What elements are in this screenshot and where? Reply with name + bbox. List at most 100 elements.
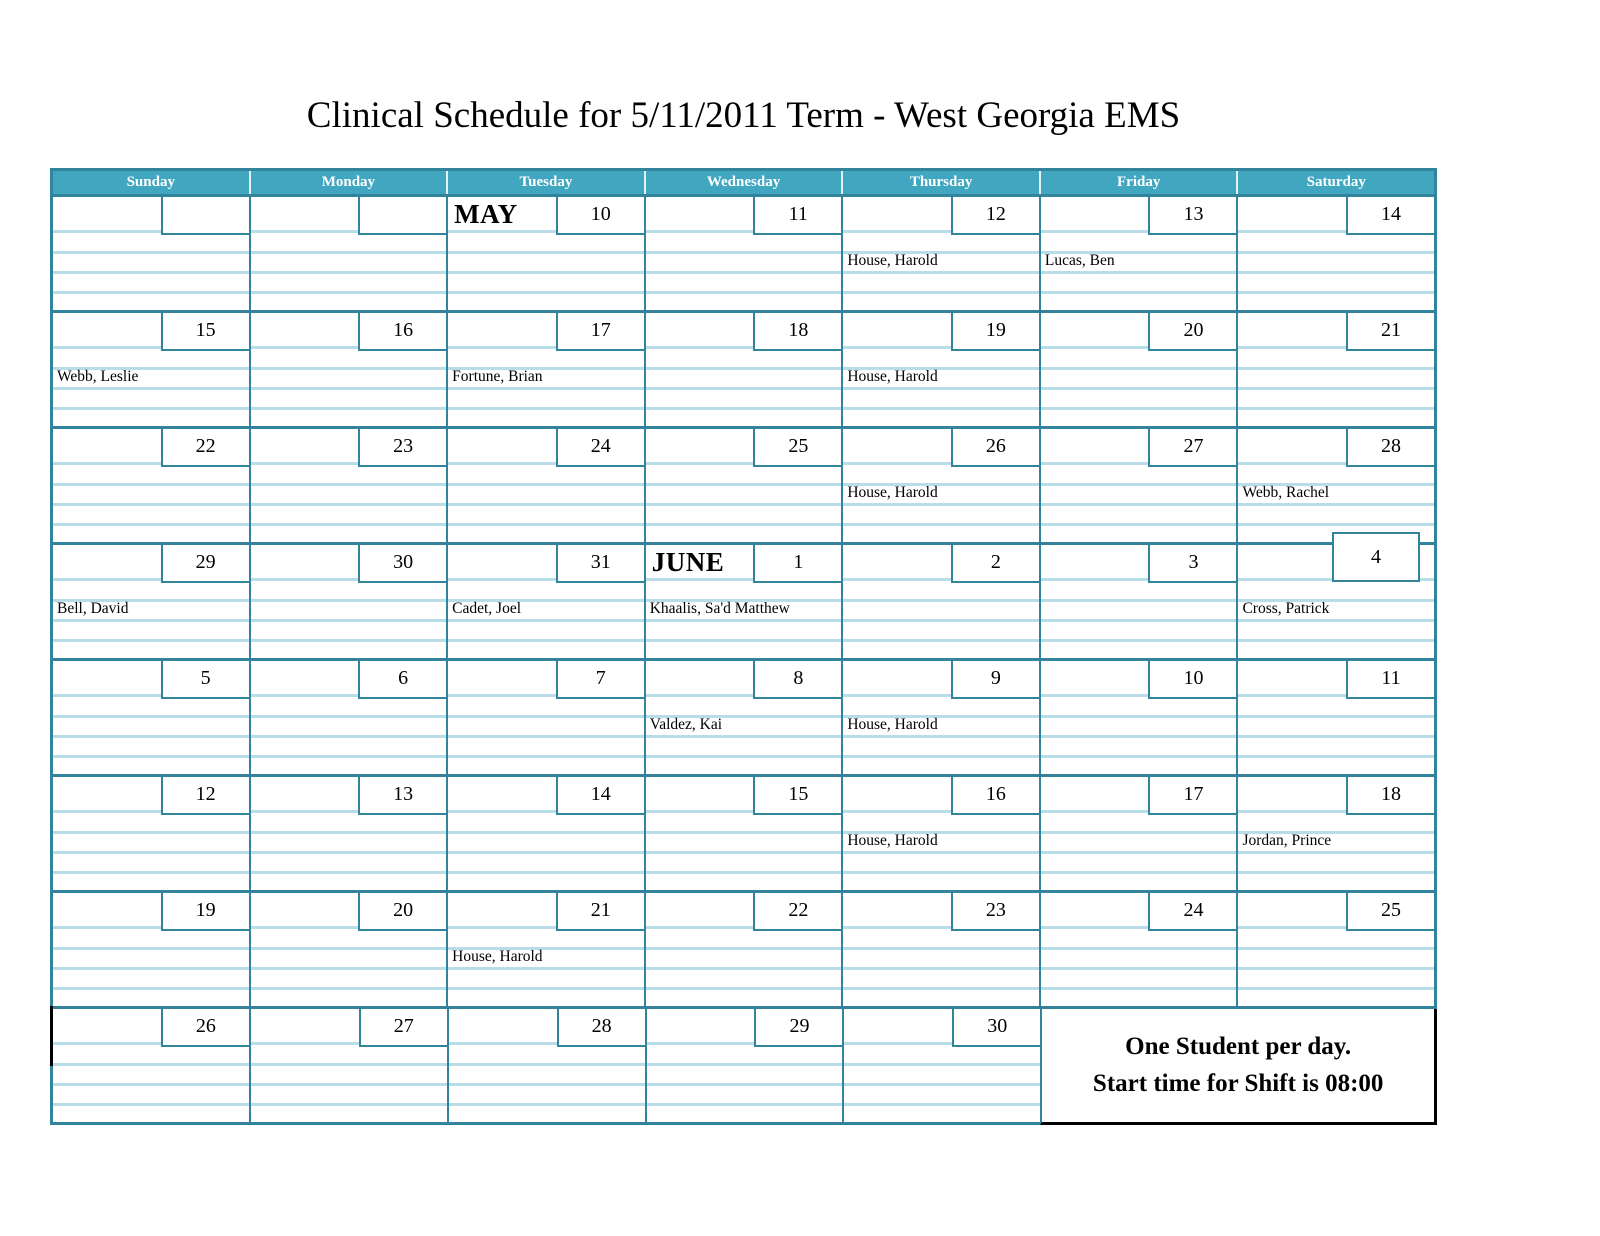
day-number: 17 bbox=[1183, 783, 1204, 805]
ruled-line bbox=[250, 599, 447, 602]
ruled-line bbox=[844, 1083, 1041, 1086]
day-cell: 18 Jordan, Prince bbox=[1236, 777, 1437, 890]
day-header-row: Sunday Monday Tuesday Wednesday Thursday Frid… bbox=[53, 171, 1434, 194]
ruled-line bbox=[646, 1042, 843, 1045]
ruled-line bbox=[1238, 715, 1435, 718]
ruled-line bbox=[1040, 987, 1237, 990]
day-number-box: 15 bbox=[160, 313, 251, 351]
student-name: Webb, Rachel bbox=[1242, 484, 1330, 501]
day-cell: 26 bbox=[53, 1009, 251, 1122]
day-header-monday: Monday bbox=[248, 171, 447, 194]
ruled-line bbox=[1238, 987, 1435, 990]
day-number-box: 22 bbox=[753, 893, 844, 931]
day-number-box: 12 bbox=[160, 777, 251, 815]
day-number: 1 bbox=[793, 551, 804, 573]
ruled-line bbox=[843, 639, 1039, 642]
day-cell: 3 bbox=[1038, 545, 1239, 658]
day-number: 3 bbox=[1188, 551, 1199, 573]
ruled-line bbox=[448, 291, 644, 294]
ruled-line bbox=[53, 1042, 249, 1045]
ruled-line bbox=[1040, 387, 1237, 390]
day-cell: 12 House, Harold bbox=[841, 197, 1041, 310]
ruled-line bbox=[53, 947, 249, 950]
ruled-line bbox=[843, 523, 1039, 526]
ruled-line bbox=[448, 387, 644, 390]
ruled-line bbox=[843, 810, 1039, 813]
day-cell bbox=[53, 197, 251, 310]
day-number: 5 bbox=[200, 667, 211, 689]
ruled-line bbox=[843, 367, 1039, 370]
ruled-line bbox=[645, 387, 842, 390]
day-cell: 25 bbox=[1236, 893, 1437, 1006]
ruled-line bbox=[1238, 871, 1435, 874]
ruled-line bbox=[53, 987, 249, 990]
ruled-line bbox=[1040, 871, 1237, 874]
day-number: 24 bbox=[1183, 899, 1204, 921]
week-row: 15 Webb, Leslie 16 17 Fortune, Brian 18 19 Hous… bbox=[53, 310, 1437, 426]
day-number: 29 bbox=[195, 551, 216, 573]
ruled-line bbox=[843, 291, 1039, 294]
ruled-line bbox=[843, 387, 1039, 390]
day-number: 26 bbox=[985, 435, 1006, 457]
ruled-line bbox=[645, 599, 842, 602]
day-number-box: 28 bbox=[556, 1009, 647, 1047]
day-cell: 17 Fortune, Brian bbox=[446, 313, 646, 426]
ruled-line bbox=[448, 715, 644, 718]
ruled-line bbox=[1238, 755, 1435, 758]
day-cell: 14 bbox=[1236, 197, 1437, 310]
ruled-line bbox=[843, 755, 1039, 758]
ruled-line bbox=[1238, 230, 1435, 233]
day-number: 18 bbox=[1381, 783, 1402, 805]
ruled-line bbox=[1238, 503, 1435, 506]
day-number: 23 bbox=[985, 899, 1006, 921]
ruled-line bbox=[1238, 271, 1435, 274]
ruled-line bbox=[645, 407, 842, 410]
day-cell: 27 bbox=[248, 1009, 449, 1122]
ruled-line bbox=[250, 1042, 447, 1045]
ruled-line bbox=[1238, 483, 1435, 486]
ruled-line bbox=[1040, 367, 1237, 370]
ruled-line bbox=[250, 387, 447, 390]
day-number-box: 10 bbox=[1148, 661, 1239, 699]
ruled-line bbox=[448, 735, 644, 738]
day-number-box: 8 bbox=[753, 661, 844, 699]
day-cell: 8 Valdez, Kai bbox=[643, 661, 844, 774]
ruled-line bbox=[843, 462, 1039, 465]
day-cell: 13 bbox=[248, 777, 449, 890]
day-number: 14 bbox=[1381, 203, 1402, 225]
day-header-sunday: Sunday bbox=[126, 174, 175, 190]
ruled-line bbox=[1040, 407, 1237, 410]
day-number-box: 18 bbox=[1346, 777, 1437, 815]
ruled-line bbox=[843, 926, 1039, 929]
ruled-line bbox=[250, 967, 447, 970]
ruled-line bbox=[1040, 715, 1237, 718]
day-number: 27 bbox=[1183, 435, 1204, 457]
day-cell: 10 bbox=[1038, 661, 1239, 774]
ruled-line bbox=[448, 639, 644, 642]
ruled-line bbox=[646, 1063, 843, 1066]
day-number: 9 bbox=[990, 667, 1001, 689]
week-row: 19 20 21 House, Harold 22 23 24 25 bbox=[53, 890, 1437, 1006]
ruled-line bbox=[1040, 851, 1237, 854]
day-number: 25 bbox=[1381, 899, 1402, 921]
ruled-line bbox=[645, 503, 842, 506]
calendar-weeks: MAY 10 11 12 House, Harold 13 Lucas, Ben 14 15 We… bbox=[50, 194, 1438, 1125]
day-number-box: 18 bbox=[753, 313, 844, 351]
ruled-line bbox=[645, 987, 842, 990]
ruled-line bbox=[448, 926, 644, 929]
day-number-box: 6 bbox=[358, 661, 449, 699]
ruled-line bbox=[250, 523, 447, 526]
day-number-box: 29 bbox=[754, 1009, 845, 1047]
day-number: 18 bbox=[788, 319, 809, 341]
ruled-line bbox=[645, 851, 842, 854]
ruled-line bbox=[53, 1083, 249, 1086]
ruled-line bbox=[843, 619, 1039, 622]
day-number-box bbox=[358, 197, 449, 235]
note-line-2: Start time for Shift is 08:00 bbox=[1092, 1069, 1384, 1097]
day-number: 4 bbox=[1371, 546, 1382, 568]
ruled-line bbox=[1238, 346, 1435, 349]
week-row: 22 23 24 25 26 House, Harold 27 28 Webb, Rachel bbox=[53, 426, 1437, 542]
page-title: Clinical Schedule for 5/11/2011 Term - W… bbox=[306, 95, 1181, 136]
ruled-line bbox=[1040, 619, 1237, 622]
day-number-box: 2 bbox=[950, 545, 1041, 583]
